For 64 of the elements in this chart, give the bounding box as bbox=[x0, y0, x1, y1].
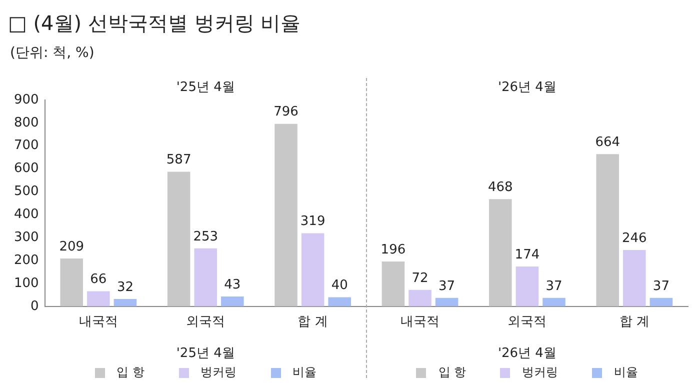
bar bbox=[516, 266, 539, 306]
bar bbox=[221, 296, 244, 306]
x-tick-label: 내국적 bbox=[400, 314, 440, 330]
data-label: 468 bbox=[488, 180, 513, 195]
data-label: 664 bbox=[595, 135, 620, 150]
data-label: 319 bbox=[300, 214, 326, 230]
x-tick-label: 합 계 bbox=[619, 314, 650, 330]
data-label: 587 bbox=[166, 152, 192, 168]
data-label: 253 bbox=[193, 229, 218, 244]
bar bbox=[194, 248, 217, 306]
data-label: 37 bbox=[438, 278, 456, 294]
data-label: 37 bbox=[546, 278, 562, 294]
bar bbox=[274, 124, 298, 306]
x-tick-label: 외국적 bbox=[508, 314, 547, 330]
bar bbox=[650, 298, 673, 306]
y-tick-label: 800 bbox=[14, 115, 39, 130]
bar bbox=[408, 290, 432, 306]
y-tick-label: 600 bbox=[14, 161, 39, 176]
text: 입 항 bbox=[438, 365, 466, 379]
bar bbox=[542, 298, 566, 306]
text: '25년 4월 bbox=[175, 79, 236, 96]
y-tick-label: 700 bbox=[14, 138, 39, 154]
text: (단위: 척, %) bbox=[10, 44, 94, 62]
x-tick-label: 내국적 bbox=[78, 314, 118, 330]
x-tick-label: 합 계 bbox=[298, 314, 328, 330]
data-label: 72 bbox=[412, 270, 428, 286]
bar bbox=[435, 298, 458, 306]
legend-label: 비율 bbox=[292, 364, 317, 381]
bar bbox=[489, 199, 512, 306]
text: '26년 4월 bbox=[498, 346, 556, 361]
bar bbox=[328, 297, 351, 306]
data-label: 209 bbox=[59, 239, 84, 254]
y-tick-label: 200 bbox=[14, 252, 39, 268]
data-label: 43 bbox=[224, 277, 241, 292]
bar bbox=[167, 172, 190, 306]
data-label: 32 bbox=[116, 280, 134, 295]
y-tick-label: 100 bbox=[14, 276, 39, 291]
bar bbox=[623, 250, 646, 306]
text: '25년 4월 bbox=[176, 346, 235, 361]
y-tick-label: 300 bbox=[14, 230, 39, 245]
bar bbox=[382, 261, 405, 306]
bar bbox=[301, 233, 324, 306]
bar bbox=[60, 258, 83, 306]
bar bbox=[596, 154, 619, 306]
x-tick-label: 외국적 bbox=[186, 314, 226, 330]
data-label: 37 bbox=[652, 278, 670, 294]
data-label: 796 bbox=[274, 104, 298, 120]
data-label: 40 bbox=[331, 278, 348, 294]
legend-label: 벙커링 bbox=[200, 364, 237, 381]
data-label: 66 bbox=[90, 272, 107, 288]
chart-title: □ (4월) 선박국적별 벙커링 비율 bbox=[8, 10, 301, 37]
legend-label: 입 항 bbox=[116, 364, 145, 381]
y-tick-label: 0 bbox=[30, 298, 39, 314]
text: 비율 bbox=[614, 365, 638, 379]
y-tick-label: 500 bbox=[14, 184, 39, 200]
y-tick-label: 400 bbox=[14, 207, 39, 222]
bar bbox=[87, 291, 110, 306]
y-tick-label: 900 bbox=[14, 92, 39, 108]
data-label: 196 bbox=[380, 242, 406, 258]
data-label: 246 bbox=[622, 230, 647, 246]
data-label: 174 bbox=[514, 247, 540, 262]
text: '26년 4월 bbox=[496, 79, 558, 96]
bar bbox=[114, 299, 137, 306]
text: 벙커링 bbox=[522, 365, 558, 379]
